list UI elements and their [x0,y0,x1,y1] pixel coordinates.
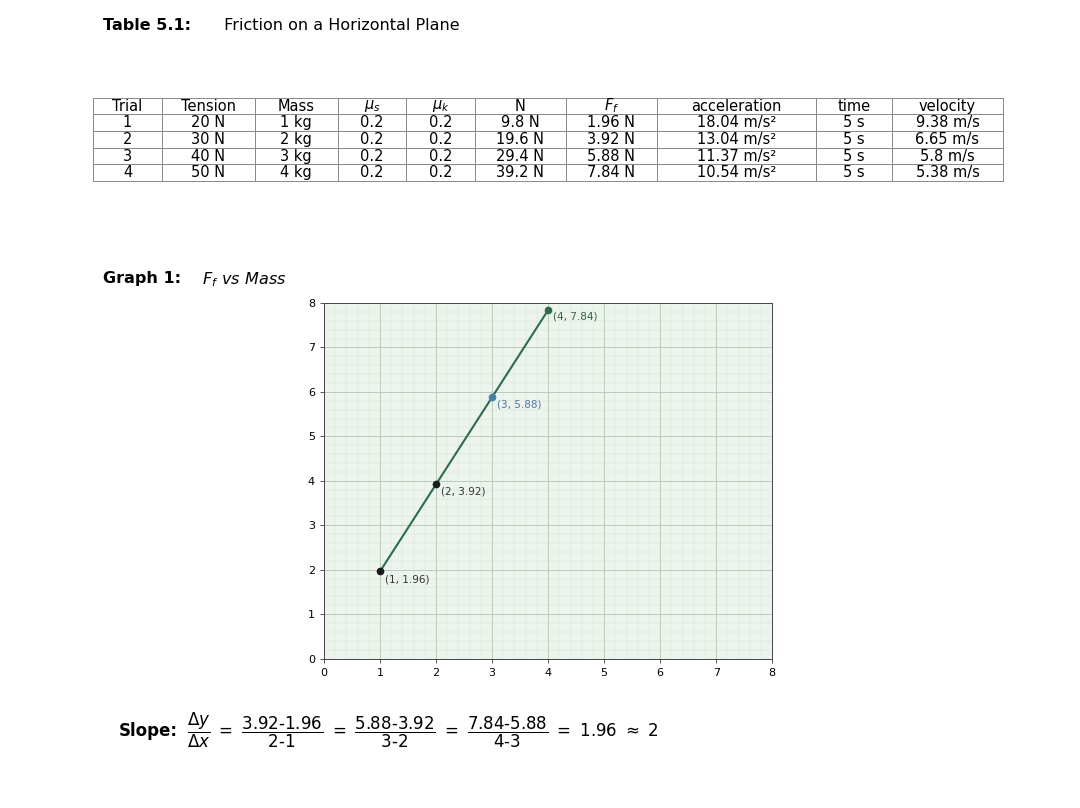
Text: (4, 7.84): (4, 7.84) [553,312,597,322]
Text: Slope:: Slope: [119,722,177,739]
Text: (2, 3.92): (2, 3.92) [441,487,485,497]
Text: $\mathit{F_f}$ $\mathit{vs}$ $\mathit{Mass}$: $\mathit{F_f}$ $\mathit{vs}$ $\mathit{Ma… [191,271,287,289]
Text: $\dfrac{\Delta y}{\Delta x}\ =\ \dfrac{3.92\text{-}1.96}{2\text{-}1}\ =\ \dfrac{: $\dfrac{\Delta y}{\Delta x}\ =\ \dfrac{3… [187,711,659,751]
Text: (1, 1.96): (1, 1.96) [384,574,429,584]
Text: Friction on a Horizontal Plane: Friction on a Horizontal Plane [219,18,460,33]
Text: Graph 1:: Graph 1: [103,271,180,286]
Text: (3, 5.88): (3, 5.88) [497,400,541,410]
Text: Table 5.1:: Table 5.1: [103,18,190,33]
